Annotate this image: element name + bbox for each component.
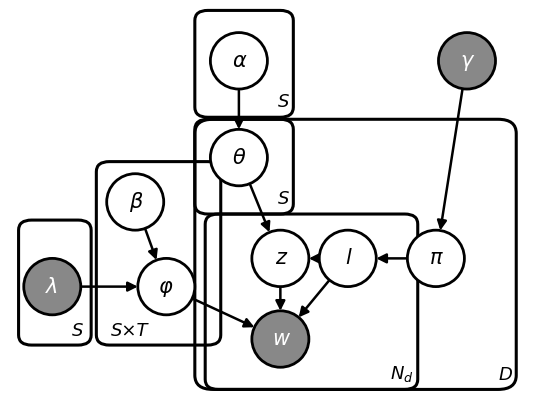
Ellipse shape — [407, 230, 464, 286]
Text: θ: θ — [233, 147, 245, 168]
Text: l: l — [345, 248, 350, 268]
Text: S: S — [71, 322, 83, 340]
Ellipse shape — [319, 230, 376, 286]
Ellipse shape — [438, 33, 496, 89]
Text: π: π — [430, 248, 442, 268]
Text: γ: γ — [461, 51, 473, 71]
Ellipse shape — [211, 33, 267, 89]
Text: φ: φ — [159, 277, 173, 297]
Ellipse shape — [252, 230, 309, 286]
Text: $N_d$: $N_d$ — [390, 364, 414, 384]
Ellipse shape — [107, 174, 164, 230]
Text: z: z — [275, 248, 286, 268]
Ellipse shape — [211, 129, 267, 186]
Ellipse shape — [252, 311, 309, 367]
Text: w: w — [272, 329, 289, 349]
Text: β: β — [129, 192, 142, 212]
Text: λ: λ — [46, 277, 58, 297]
Text: D: D — [499, 366, 513, 384]
Ellipse shape — [138, 258, 195, 315]
Text: α: α — [232, 51, 246, 71]
Text: S: S — [278, 190, 289, 208]
Ellipse shape — [24, 258, 81, 315]
Text: S×T: S×T — [111, 322, 149, 340]
Text: S: S — [278, 93, 289, 111]
